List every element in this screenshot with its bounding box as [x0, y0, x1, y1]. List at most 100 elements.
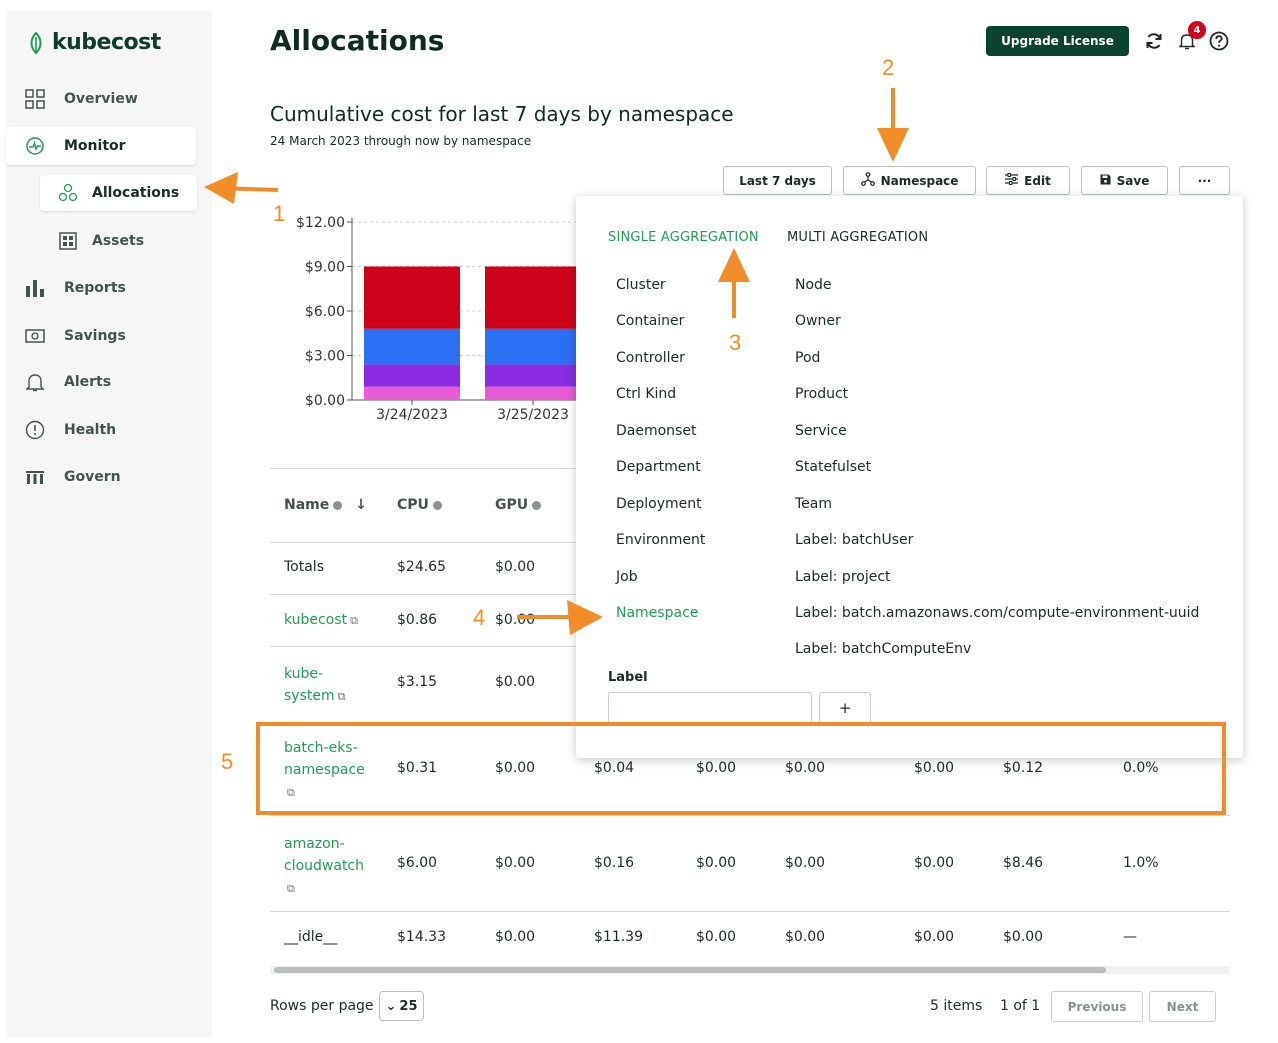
- namespace-link-kubecost[interactable]: kubecost ⧉: [284, 612, 358, 628]
- option-pod[interactable]: Pod: [795, 350, 821, 366]
- add-label-button[interactable]: +: [819, 692, 871, 724]
- column-header-label: Name: [284, 497, 330, 513]
- arrow-2: [877, 88, 909, 162]
- alert-circle-icon: [24, 419, 46, 441]
- sidebar-item-health[interactable]: Health: [6, 411, 212, 449]
- save-button[interactable]: Save: [1081, 166, 1168, 195]
- column-header-name[interactable]: Name ↓: [284, 497, 367, 513]
- row-efficiency: —: [1123, 929, 1137, 945]
- sidebar-item-reports[interactable]: Reports: [6, 269, 212, 307]
- assets-grid-icon: [58, 232, 78, 250]
- row-name-line2: namespace: [284, 762, 365, 778]
- sidebar-item-alerts[interactable]: Alerts: [6, 363, 212, 401]
- save-label: Save: [1116, 173, 1150, 188]
- notifications-bell-icon[interactable]: [1176, 30, 1198, 52]
- hierarchy-icon: [860, 172, 875, 189]
- report-caption: 24 March 2023 through now by namespace: [270, 134, 532, 148]
- y-tick-label: $9.00: [305, 260, 345, 276]
- date-range-button[interactable]: Last 7 days: [723, 166, 832, 195]
- sidebar-item-label: Assets: [92, 233, 145, 249]
- option-product[interactable]: Product: [795, 386, 849, 402]
- row-cost-col6: $0.00: [914, 760, 955, 776]
- column-header-gpu[interactable]: GPU: [495, 497, 542, 513]
- header-divider: [270, 542, 576, 543]
- previous-page-button[interactable]: Previous: [1051, 991, 1143, 1022]
- namespace-link-batch-eks-namespace[interactable]: batch-eks-namespace ⧉: [284, 737, 365, 804]
- option-job[interactable]: Job: [616, 569, 638, 585]
- option-department[interactable]: Department: [616, 459, 701, 475]
- page-indicator: 1 of 1: [1000, 998, 1041, 1014]
- upgrade-license-button[interactable]: Upgrade License: [986, 26, 1129, 56]
- horizontal-scrollbar-thumb[interactable]: [274, 967, 1106, 973]
- option-deployment[interactable]: Deployment: [616, 496, 702, 512]
- option-statefulset[interactable]: Statefulset: [795, 459, 872, 475]
- edit-button[interactable]: Edit: [986, 166, 1070, 195]
- row-cpu: $6.00: [397, 855, 438, 871]
- rows-per-page-label: Rows per page: [270, 998, 374, 1014]
- namespace-link-amazon-cloudwatch[interactable]: amazon-cloudwatch ⧉: [284, 833, 364, 900]
- row-cost-col7: $0.00: [1003, 929, 1044, 945]
- row-gpu: $0.00: [495, 612, 536, 628]
- sidebar-item-govern[interactable]: Govern: [6, 458, 212, 496]
- option-label-compute-environment-uuid[interactable]: Label: batch.amazonaws.com/compute-envir…: [795, 605, 1200, 621]
- row-gpu: $0.00: [495, 855, 536, 871]
- annotation-number-4: 4: [473, 605, 486, 630]
- option-cluster[interactable]: Cluster: [616, 277, 666, 293]
- option-team[interactable]: Team: [795, 496, 833, 512]
- aggregate-by-label: Namespace: [880, 173, 959, 188]
- notification-badge: 4: [1188, 21, 1206, 39]
- option-service[interactable]: Service: [795, 423, 847, 439]
- option-label-batchcomputeenv[interactable]: Label: batchComputeEnv: [795, 641, 972, 657]
- sidebar-item-assets[interactable]: Assets: [40, 223, 144, 259]
- option-label-project[interactable]: Label: project: [795, 569, 891, 585]
- external-link-icon[interactable]: ⧉: [287, 786, 295, 799]
- help-icon[interactable]: [1208, 30, 1230, 52]
- sidebar-item-overview[interactable]: Overview: [6, 80, 212, 118]
- x-tick-label: 3/25/2023: [497, 407, 569, 423]
- column-header-cpu[interactable]: CPU: [397, 497, 442, 513]
- option-ctrl-kind[interactable]: Ctrl Kind: [616, 386, 677, 402]
- row-cost-col4: $0.00: [696, 760, 737, 776]
- govern-icon: [24, 466, 46, 488]
- option-owner[interactable]: Owner: [795, 313, 841, 329]
- rows-per-page-select[interactable]: ⌄ 25: [379, 991, 424, 1021]
- tab-single-aggregation[interactable]: SINGLE AGGREGATION: [608, 230, 759, 245]
- sidebar-item-allocations[interactable]: Allocations: [40, 175, 197, 211]
- option-node[interactable]: Node: [795, 277, 832, 293]
- sort-arrow-down-icon[interactable]: ↓: [355, 497, 367, 513]
- external-link-icon[interactable]: ⧉: [337, 690, 346, 703]
- row-cost-col4: $0.00: [696, 855, 737, 871]
- more-options-button[interactable]: ···: [1179, 166, 1230, 195]
- totals-gpu: $0.00: [495, 559, 536, 575]
- bar-segment: [364, 364, 460, 387]
- option-daemonset[interactable]: Daemonset: [616, 423, 697, 439]
- sidebar-item-savings[interactable]: Savings: [6, 317, 212, 355]
- sidebar-item-monitor[interactable]: Monitor: [6, 127, 196, 165]
- annotation-number-2: 2: [882, 55, 895, 80]
- totals-label: Totals: [284, 559, 324, 575]
- tab-multi-aggregation[interactable]: MULTI AGGREGATION: [787, 230, 929, 245]
- option-label-batchuser[interactable]: Label: batchUser: [795, 532, 914, 548]
- date-range-label: Last 7 days: [739, 173, 816, 188]
- option-controller[interactable]: Controller: [616, 350, 685, 366]
- option-container[interactable]: Container: [616, 313, 685, 329]
- save-disk-icon: [1100, 174, 1111, 188]
- page-title: Allocations: [270, 24, 445, 57]
- option-environment[interactable]: Environment: [616, 532, 706, 548]
- external-link-icon[interactable]: ⧉: [287, 882, 295, 895]
- namespace-link-kube-system[interactable]: kube-system ⧉: [284, 663, 345, 708]
- option-namespace[interactable]: Namespace: [616, 605, 699, 621]
- row-gpu: $0.00: [495, 674, 536, 690]
- row-cpu: $0.31: [397, 760, 438, 776]
- sidebar-item-label: Govern: [64, 469, 121, 485]
- next-page-button[interactable]: Next: [1149, 991, 1216, 1022]
- totals-cpu: $24.65: [397, 559, 446, 575]
- label-input[interactable]: [608, 692, 812, 724]
- refresh-icon[interactable]: [1143, 30, 1165, 52]
- aggregate-by-button[interactable]: Namespace: [843, 166, 976, 195]
- info-icon: [432, 500, 442, 510]
- external-link-icon[interactable]: ⧉: [350, 614, 358, 627]
- row-name-line1: amazon-: [284, 836, 345, 852]
- kubecost-logo[interactable]: kubecost: [26, 30, 161, 55]
- bar-segment: [364, 328, 460, 365]
